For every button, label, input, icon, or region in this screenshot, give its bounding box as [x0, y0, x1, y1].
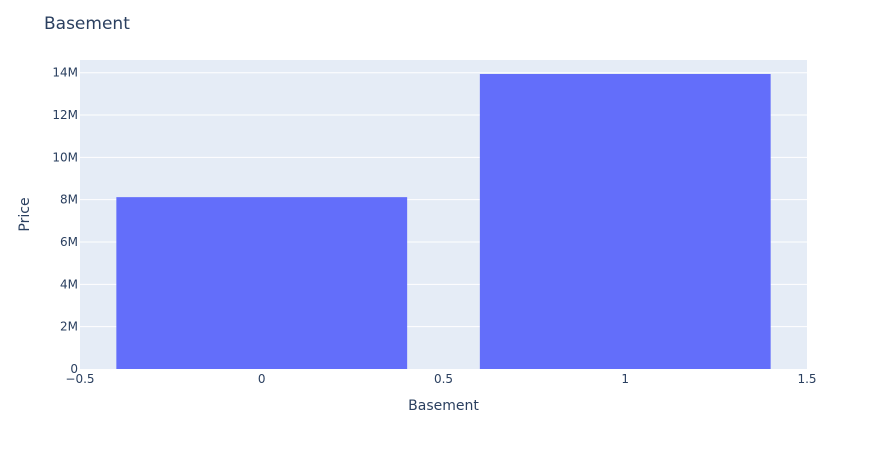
y-axis-title: Price [17, 197, 33, 231]
bar[interactable] [116, 197, 408, 369]
chart-title: Basement [44, 14, 130, 34]
y-tick-label: 6M [60, 235, 78, 249]
bar[interactable] [479, 73, 771, 369]
x-tick-label: 1.5 [797, 372, 816, 386]
x-tick-label: −0.5 [65, 372, 94, 386]
x-tick-label: 1 [621, 372, 629, 386]
y-tick-label: 12M [52, 108, 78, 122]
y-tick-label: 2M [60, 320, 78, 334]
y-tick-label: 8M [60, 193, 78, 207]
bars [116, 73, 771, 369]
x-axis-title: Basement [408, 398, 479, 414]
x-tick-label: 0.5 [434, 372, 453, 386]
x-tick-label: 0 [258, 372, 266, 386]
y-tick-label: 10M [52, 150, 78, 164]
y-axis-ticks: 0 2M 4M 6M 8M 10M 12M 14M [52, 66, 78, 376]
y-tick-label: 14M [52, 66, 78, 80]
x-axis-ticks: −0.5 0 0.5 1 1.5 [65, 372, 816, 386]
y-tick-label: 4M [60, 277, 78, 291]
y-tick-label: 0 [70, 362, 78, 376]
